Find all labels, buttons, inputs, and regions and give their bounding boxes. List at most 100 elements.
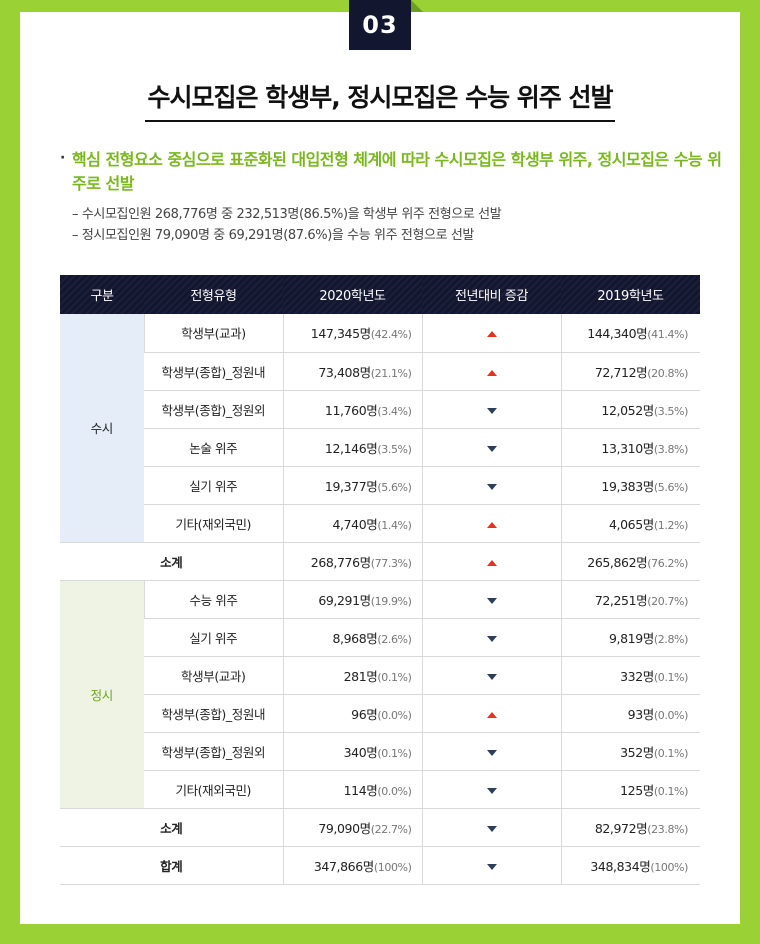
cell-2020: 69,291명(19.9%) bbox=[282, 580, 422, 619]
cell-2020: 96명(0.0%) bbox=[282, 694, 422, 733]
cell-2020-value: 347,866명 bbox=[313, 858, 374, 874]
table-row: 학생부(종합)_정원외 340명 (0.1%) 352명(0.1%) bbox=[60, 732, 700, 771]
cell-2019: 332명(0.1%) bbox=[560, 656, 700, 695]
table-row: 학생부(종합)_정원내 73,408명(21.1%) 72,712명(20.8%) bbox=[60, 352, 700, 391]
cell-2019-percent: (3.5%) bbox=[653, 404, 689, 418]
cell-2019: 19,383명(5.6%) bbox=[560, 466, 700, 505]
bullet-dot: · bbox=[60, 150, 65, 166]
header-2019: 2019학년도 bbox=[561, 275, 700, 314]
type-cell: 기타(재외국민) bbox=[144, 770, 283, 809]
cell-2020-value: 73,408명 bbox=[318, 364, 371, 380]
cell-2019: 13,310명(3.8%) bbox=[560, 428, 700, 467]
cell-2020-percent: (3.4%) bbox=[377, 404, 412, 418]
cell-2019-value: 93명 bbox=[627, 706, 655, 722]
type-cell: 실기 위주 bbox=[144, 618, 283, 657]
type-cell: 학생부(종합)_정원내 bbox=[144, 352, 283, 391]
increase-arrow-icon bbox=[486, 711, 497, 718]
cell-2020-value: 79,090명 bbox=[318, 820, 371, 836]
total-row-label: 합계 bbox=[60, 846, 283, 885]
decrease-arrow-icon bbox=[486, 445, 497, 452]
cell-2020-value: 147,345명 bbox=[310, 326, 371, 342]
sub-point-jeongsi: – 정시모집인원 79,090명 중 69,291명(87.6%)을 수능 위주… bbox=[72, 228, 474, 243]
subtotal-row-label: 소계 bbox=[60, 808, 283, 847]
cell-2019-value: 332명 bbox=[620, 668, 654, 684]
subtotal-row: 소계 268,776명(77.3%) 265,862명(76.2%) bbox=[60, 542, 700, 581]
table-row: 논술 위주 12,146명(3.5%) 13,310명(3.8%) bbox=[60, 428, 700, 467]
cell-2020: 19,377명(5.6%) bbox=[282, 466, 422, 505]
admission-table: 구분 전형유형 2020학년도 전년대비 증감 2019학년도 수시 학생부(교과… bbox=[60, 275, 700, 885]
cell-2020-value: 8,968명 bbox=[332, 630, 378, 646]
cell-2019: 144,340명(41.4%) bbox=[560, 314, 700, 353]
header-category: 구분 bbox=[60, 275, 144, 314]
increase-arrow-icon bbox=[486, 559, 497, 566]
cell-2019-percent: (23.8%) bbox=[647, 822, 688, 836]
cell-2020: 347,866명(100%) bbox=[282, 846, 422, 885]
cell-2019: 352명(0.1%) bbox=[560, 732, 700, 771]
type-cell: 학생부(교과) bbox=[144, 656, 283, 695]
cell-2019-percent: (20.8%) bbox=[647, 366, 688, 380]
change-cell bbox=[421, 352, 561, 391]
cell-2019: 12,052명(3.5%) bbox=[560, 390, 700, 429]
type-cell: 논술 위주 bbox=[144, 428, 283, 467]
subtotal-row-label: 소계 bbox=[60, 542, 283, 581]
change-cell bbox=[421, 694, 561, 733]
change-cell bbox=[421, 504, 561, 543]
decrease-arrow-icon bbox=[486, 825, 497, 832]
cell-2019-percent: (0.1%) bbox=[653, 670, 689, 684]
decrease-arrow-icon bbox=[486, 483, 497, 490]
cell-2019-value: 144,340명 bbox=[587, 326, 648, 342]
decrease-arrow-icon bbox=[486, 749, 497, 756]
table-header-row: 구분 전형유형 2020학년도 전년대비 증감 2019학년도 bbox=[60, 275, 700, 314]
cell-2020-percent: (77.3%) bbox=[370, 556, 412, 570]
type-cell: 학생부(교과) bbox=[143, 314, 283, 353]
cell-2019-percent: (1.2%) bbox=[653, 518, 689, 532]
cell-2019: 265,862명(76.2%) bbox=[560, 542, 700, 581]
group-label-jeongsi: 정시 bbox=[60, 580, 144, 809]
change-cell bbox=[421, 542, 561, 581]
cell-2019-percent: (41.4%) bbox=[647, 328, 688, 342]
cell-2019: 82,972명(23.8%) bbox=[560, 808, 700, 847]
cell-2019-value: 82,972명 bbox=[594, 820, 648, 836]
cell-2019: 72,251명(20.7%) bbox=[560, 580, 700, 619]
cell-2020-percent: (3.5%) bbox=[377, 442, 412, 456]
cell-2019-value: 4,065명 bbox=[608, 516, 654, 532]
cell-2020: 147,345명(42.4%) bbox=[282, 314, 422, 353]
cell-2020-value: 114명 bbox=[343, 782, 378, 798]
cell-2019-percent: (0.1%) bbox=[653, 746, 689, 760]
cell-2020-value: 96명 bbox=[351, 706, 378, 722]
cell-2020-percent: (0.1%) bbox=[377, 670, 412, 684]
subtotal-row: 소계 79,090명(22.7%) 82,972명(23.8%) bbox=[60, 808, 700, 847]
table-row: 학생부(종합)_정원외 11,760명(3.4%) 12,052명(3.5%) bbox=[60, 390, 700, 429]
cell-2019-percent: (0.0%) bbox=[653, 708, 689, 722]
cell-2020: 281명(0.1%) bbox=[282, 656, 422, 695]
header-type: 전형유형 bbox=[144, 275, 283, 314]
cell-2020: 79,090명(22.7%) bbox=[282, 808, 422, 847]
table-row: 실기 위주 8,968명(2.6%) 9,819명(2.8%) bbox=[60, 618, 700, 657]
cell-2019-percent: (3.8%) bbox=[653, 442, 689, 456]
change-cell bbox=[421, 618, 561, 657]
cell-2019: 9,819명(2.8%) bbox=[560, 618, 700, 657]
key-point: · 핵심 전형요소 중심으로 표준화된 대입전형 체계에 따라 수시모집은 학생… bbox=[60, 148, 722, 196]
key-point-text: 핵심 전형요소 중심으로 표준화된 대입전형 체계에 따라 수시모집은 학생부 … bbox=[72, 150, 722, 193]
cell-2020-value: 281명 bbox=[343, 668, 378, 684]
table-row: 수시 학생부(교과) 147,345명(42.4%) 144,340명(41.4%) bbox=[60, 314, 700, 543]
cell-2019: 348,834명(100%) bbox=[560, 846, 700, 885]
table-row: 학생부(종합)_정원내 96명(0.0%) 93명(0.0%) bbox=[60, 694, 700, 733]
cell-2020-value: 12,146명 bbox=[324, 440, 378, 456]
cell-2020-value: 340명 bbox=[343, 744, 378, 760]
table-row: 학생부(교과) 281명(0.1%) 332명(0.1%) bbox=[60, 656, 700, 695]
change-cell bbox=[421, 466, 561, 505]
section-number-badge: 03 bbox=[349, 0, 411, 50]
page-title: 수시모집은 학생부, 정시모집은 수능 위주 선발 bbox=[0, 78, 760, 122]
type-cell: 학생부(종합)_정원외 bbox=[144, 732, 283, 771]
cell-2019-value: 72,712명 bbox=[594, 364, 648, 380]
cell-2020: 8,968명(2.6%) bbox=[282, 618, 422, 657]
change-cell bbox=[421, 732, 561, 771]
cell-2020: 114명(0.0%) bbox=[282, 770, 422, 809]
type-cell: 기타(재외국민) bbox=[144, 504, 283, 543]
cell-2019-percent: (76.2%) bbox=[647, 556, 688, 570]
increase-arrow-icon bbox=[486, 521, 497, 528]
cell-2020-percent: (2.6%) bbox=[377, 632, 412, 646]
cell-2019-value: 72,251명 bbox=[594, 592, 648, 608]
cell-2019: 125명(0.1%) bbox=[560, 770, 700, 809]
